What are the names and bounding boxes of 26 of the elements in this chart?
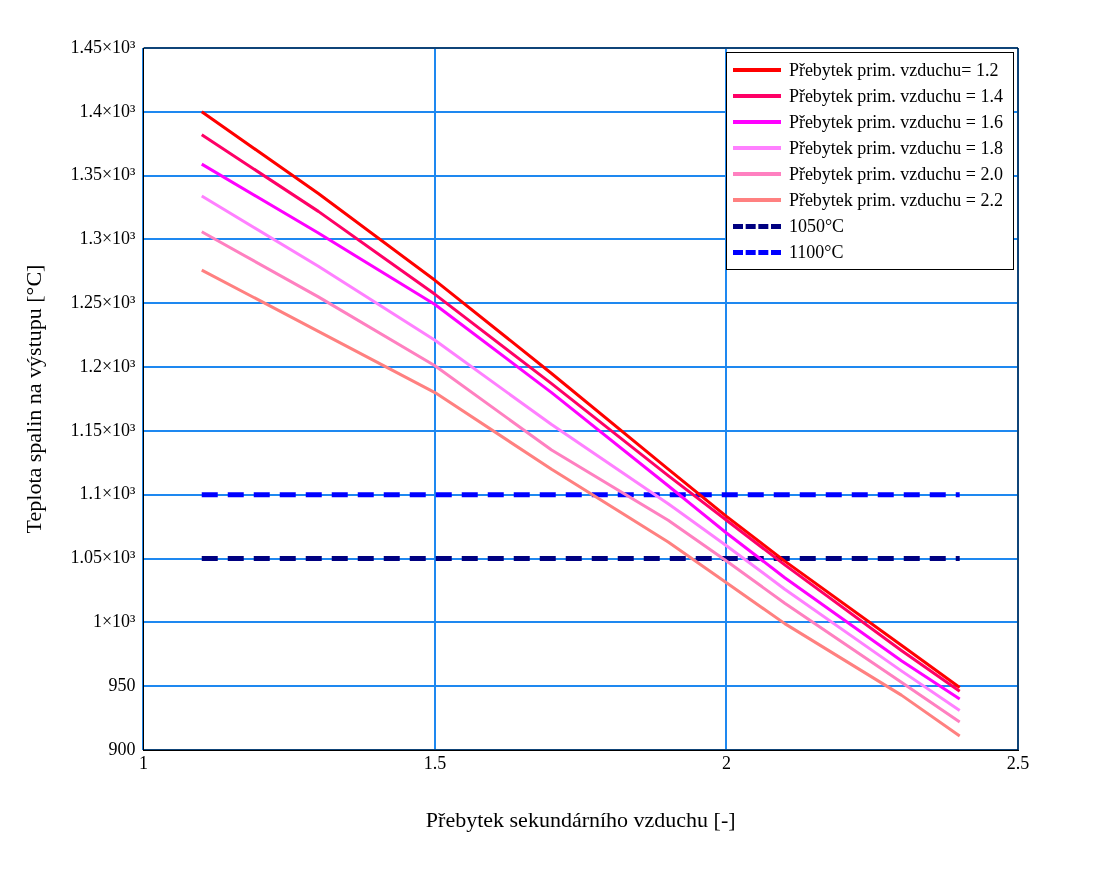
legend-label: Přebytek prim. vzduchu = 1.8 <box>788 137 1003 159</box>
legend-label: Přebytek prim. vzduchu = 1.6 <box>788 111 1003 133</box>
legend-label: Přebytek prim. vzduchu= 1.2 <box>788 59 999 81</box>
legend-label: Přebytek prim. vzduchu = 2.0 <box>788 163 1003 185</box>
y-tick-label: 1.2×10³ <box>79 355 137 376</box>
legend-label: Přebytek prim. vzduchu = 2.2 <box>788 189 1003 211</box>
x-axis-title: Přebytek sekundárního vzduchu [-] <box>425 806 736 832</box>
legend-label: 1100°C <box>788 241 844 263</box>
legend-label: Přebytek prim. vzduchu = 1.4 <box>788 85 1003 107</box>
y-tick-label: 1.45×10³ <box>70 36 137 57</box>
y-axis-title: Teplota spalin na výstupu [°C] <box>20 264 46 534</box>
y-tick-label: 1.3×10³ <box>79 228 137 249</box>
legend-label: 1050°C <box>788 215 845 237</box>
y-tick-label: 1.05×10³ <box>70 547 137 568</box>
x-tick-label: 1.5 <box>423 752 447 773</box>
x-tick-label: 2 <box>721 752 731 773</box>
y-tick-label: 1.1×10³ <box>79 483 137 504</box>
y-tick-label: 1.4×10³ <box>79 100 137 121</box>
y-tick-label: 1.35×10³ <box>70 164 137 185</box>
y-tick-label: 1×10³ <box>92 611 137 632</box>
x-tick-label: 2.5 <box>1006 752 1030 773</box>
y-tick-label: 1.15×10³ <box>70 419 137 440</box>
y-tick-label: 1.25×10³ <box>70 292 137 313</box>
y-tick-label: 950 <box>108 674 136 695</box>
y-tick-label: 900 <box>108 738 136 759</box>
x-tick-label: 1 <box>138 752 148 773</box>
